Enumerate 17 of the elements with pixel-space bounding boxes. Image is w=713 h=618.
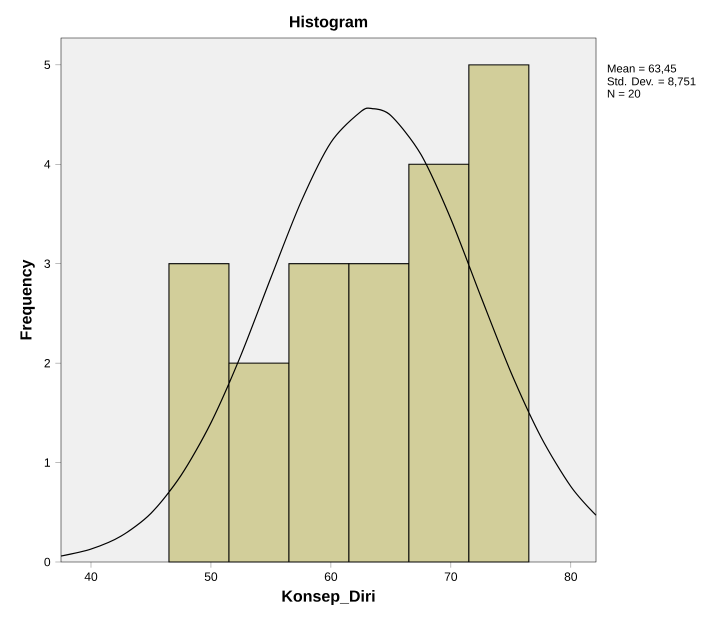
y-tick-label: 2 bbox=[44, 358, 50, 368]
y-tick-label: 3 bbox=[44, 259, 50, 268]
chart-title: Histogram bbox=[290, 16, 368, 31]
x-tick-label: 40 bbox=[84, 572, 98, 581]
text: Std. Dev. = 8,751 bbox=[607, 77, 696, 87]
y-tick-label: 0 bbox=[44, 558, 50, 566]
x-axis-title: Konsep_Diri bbox=[282, 590, 374, 605]
y-axis-title: Frequency bbox=[20, 260, 35, 340]
x-tick-label: 70 bbox=[444, 572, 458, 581]
y-tick-label: 5 bbox=[44, 60, 50, 70]
x-tick-label: 50 bbox=[204, 572, 218, 581]
x-tick-label: 80 bbox=[564, 572, 578, 581]
text: Mean = 63,45 bbox=[608, 64, 676, 74]
y-tick-label: 4 bbox=[44, 160, 50, 168]
y-tick-label: 1 bbox=[44, 458, 50, 467]
x-tick-label: 60 bbox=[324, 572, 338, 581]
text: N = 20 bbox=[608, 90, 640, 98]
